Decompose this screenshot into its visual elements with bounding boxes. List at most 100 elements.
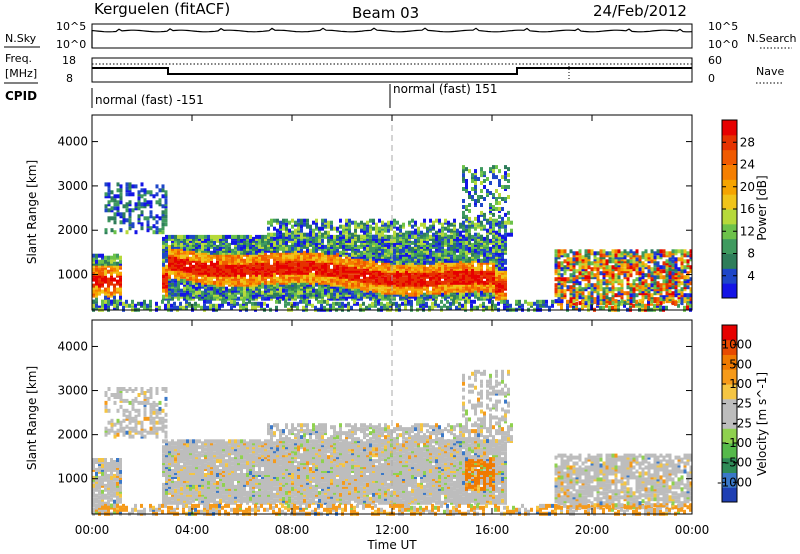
- echo-cell: [282, 226, 285, 231]
- echo-cell: [239, 303, 242, 308]
- echo-cell: [315, 218, 318, 223]
- echo-cell: [578, 255, 582, 260]
- echo-cell: [128, 200, 132, 205]
- echo-cell: [125, 299, 128, 304]
- echo-cell: [429, 234, 432, 239]
- echo-cell: [510, 220, 513, 225]
- echo-cell: [258, 244, 261, 249]
- echo-cell: [504, 224, 507, 229]
- echo-cell: [468, 191, 471, 195]
- echo-cell: [342, 224, 345, 229]
- nave-label: Nave: [756, 65, 784, 78]
- echo-cell: [261, 282, 264, 287]
- echo-cell: [180, 258, 183, 263]
- echo-cell: [381, 248, 384, 253]
- echo-cell: [285, 222, 288, 227]
- echo-cell: [644, 249, 648, 254]
- echo-cell: [333, 278, 336, 283]
- echo-cell: [614, 263, 618, 268]
- echo-cell: [309, 278, 312, 283]
- echo-cell: [432, 232, 435, 237]
- echo-cell: [182, 305, 185, 310]
- echo-cell: [227, 301, 230, 306]
- echo-cell: [161, 222, 165, 227]
- echo-cell: [539, 299, 542, 304]
- echo-cell: [456, 236, 459, 241]
- echo-cell: [327, 238, 330, 243]
- echo-cell: [411, 246, 414, 251]
- echo-cell: [614, 299, 618, 304]
- echo-cell: [584, 295, 588, 300]
- echo-cell: [189, 276, 192, 281]
- echo-cell: [474, 226, 477, 231]
- echo-cell: [234, 250, 237, 255]
- echo-cell: [372, 226, 375, 231]
- echo-cell: [360, 220, 363, 225]
- echo-cell: [563, 253, 567, 258]
- echo-cell: [306, 232, 309, 237]
- echo-cell: [330, 220, 333, 225]
- echo-cell: [557, 249, 561, 254]
- echo-cell: [560, 249, 564, 254]
- echo-cell: [107, 255, 110, 260]
- echo-cell: [255, 276, 258, 281]
- echo-cell: [446, 299, 449, 304]
- echo-cell: [237, 280, 240, 285]
- echo-cell: [288, 228, 291, 233]
- echo-cell: [101, 253, 104, 258]
- echo-cell: [273, 278, 276, 283]
- echo-cell: [177, 296, 180, 301]
- echo-cell: [165, 258, 168, 263]
- echo-cell: [345, 234, 348, 239]
- echo-cell: [441, 292, 444, 297]
- echo-cell: [401, 301, 404, 306]
- echo-cell: [116, 279, 119, 284]
- echo-cell: [632, 251, 636, 256]
- echo-cell: [492, 226, 495, 231]
- echo-cell: [507, 185, 510, 189]
- echo-cell: [593, 297, 597, 302]
- echo-cell: [501, 207, 504, 211]
- echo-cell: [650, 267, 654, 272]
- echo-cell: [350, 305, 353, 310]
- echo-cell: [294, 228, 297, 233]
- echo-cell: [246, 234, 249, 239]
- echo-cell: [104, 295, 107, 300]
- echo-cell: [432, 220, 435, 225]
- echo-cell: [333, 234, 336, 239]
- echo-cell: [101, 259, 104, 264]
- echo-cell: [632, 303, 635, 308]
- echo-cell: [143, 188, 147, 193]
- echo-cell: [116, 194, 120, 199]
- echo-cell: [134, 230, 138, 235]
- echo-cell: [411, 262, 414, 267]
- echo-cell: [405, 234, 408, 239]
- echo-cell: [137, 301, 140, 306]
- echo-cell: [125, 186, 129, 191]
- echo-cell: [222, 234, 225, 239]
- echo-cell: [386, 301, 389, 306]
- echo-cell: [264, 272, 267, 277]
- echo-cell: [158, 216, 162, 221]
- echo-cell: [473, 299, 476, 304]
- echo-cell: [92, 299, 95, 304]
- echo-cell: [327, 286, 330, 291]
- echo-cell: [267, 226, 270, 231]
- echo-cell: [240, 234, 243, 239]
- echo-cell: [489, 228, 492, 233]
- cpid-segment-1: normal (fast) -151: [95, 93, 204, 107]
- echo-cell: [146, 200, 150, 205]
- echo-cell: [608, 297, 612, 302]
- echo-cell: [372, 246, 375, 251]
- echo-cell: [477, 250, 480, 255]
- echo-cell: [465, 179, 468, 183]
- echo-cell: [248, 299, 251, 304]
- echo-cell: [192, 268, 195, 273]
- echo-cell: [258, 240, 261, 245]
- echo-cell: [210, 290, 213, 295]
- echo-cell: [483, 280, 486, 285]
- echo-cell: [599, 253, 603, 258]
- echo-cell: [300, 234, 303, 239]
- echo-cell: [489, 294, 492, 299]
- echo-cell: [110, 255, 113, 260]
